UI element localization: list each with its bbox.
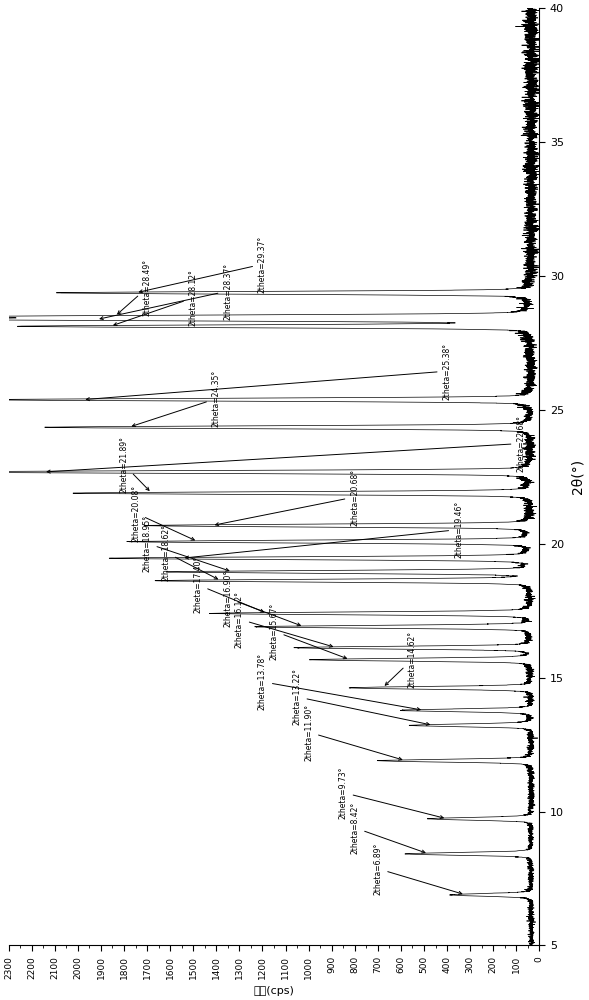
Text: 2theta=18.95°: 2theta=18.95°: [143, 515, 229, 572]
Text: 2theta=13.78°: 2theta=13.78°: [258, 653, 420, 711]
Text: 2theta=24.35°: 2theta=24.35°: [133, 370, 221, 427]
Text: 2theta=9.73°: 2theta=9.73°: [339, 766, 444, 819]
Text: 2theta=29.37°: 2theta=29.37°: [140, 236, 267, 293]
Text: 2theta=14.62°: 2theta=14.62°: [385, 631, 417, 688]
Text: 2theta=20.68°: 2theta=20.68°: [216, 468, 359, 526]
Text: 2theta=16.90°: 2theta=16.90°: [223, 570, 300, 627]
Text: 2theta=28.12°: 2theta=28.12°: [114, 269, 198, 326]
X-axis label: 强度(cps): 强度(cps): [254, 986, 294, 996]
Text: 2theta=21.89°: 2theta=21.89°: [120, 436, 149, 493]
Text: 2theta=28.37°: 2theta=28.37°: [100, 262, 233, 320]
Text: 2theta=20.08°: 2theta=20.08°: [131, 485, 194, 542]
Y-axis label: 2θ(°): 2θ(°): [571, 459, 585, 494]
Text: 2theta=11.90°: 2theta=11.90°: [304, 704, 402, 761]
Text: 2theta=22.68°: 2theta=22.68°: [47, 415, 525, 473]
Text: 2theta=6.89°: 2theta=6.89°: [373, 842, 462, 895]
Text: 2theta=18.62°: 2theta=18.62°: [161, 524, 217, 581]
Text: 2theta=15.67°: 2theta=15.67°: [270, 602, 346, 660]
Text: 2theta=17.40°: 2theta=17.40°: [193, 556, 263, 613]
Text: 2theta=13.22°: 2theta=13.22°: [293, 668, 429, 725]
Text: 2theta=19.46°: 2theta=19.46°: [186, 501, 463, 559]
Text: 2theta=16.12°: 2theta=16.12°: [235, 591, 333, 648]
Text: 2theta=25.38°: 2theta=25.38°: [87, 343, 452, 401]
Text: 2theta=28.49°: 2theta=28.49°: [118, 259, 151, 316]
Text: 2theta=8.42°: 2theta=8.42°: [350, 802, 425, 854]
